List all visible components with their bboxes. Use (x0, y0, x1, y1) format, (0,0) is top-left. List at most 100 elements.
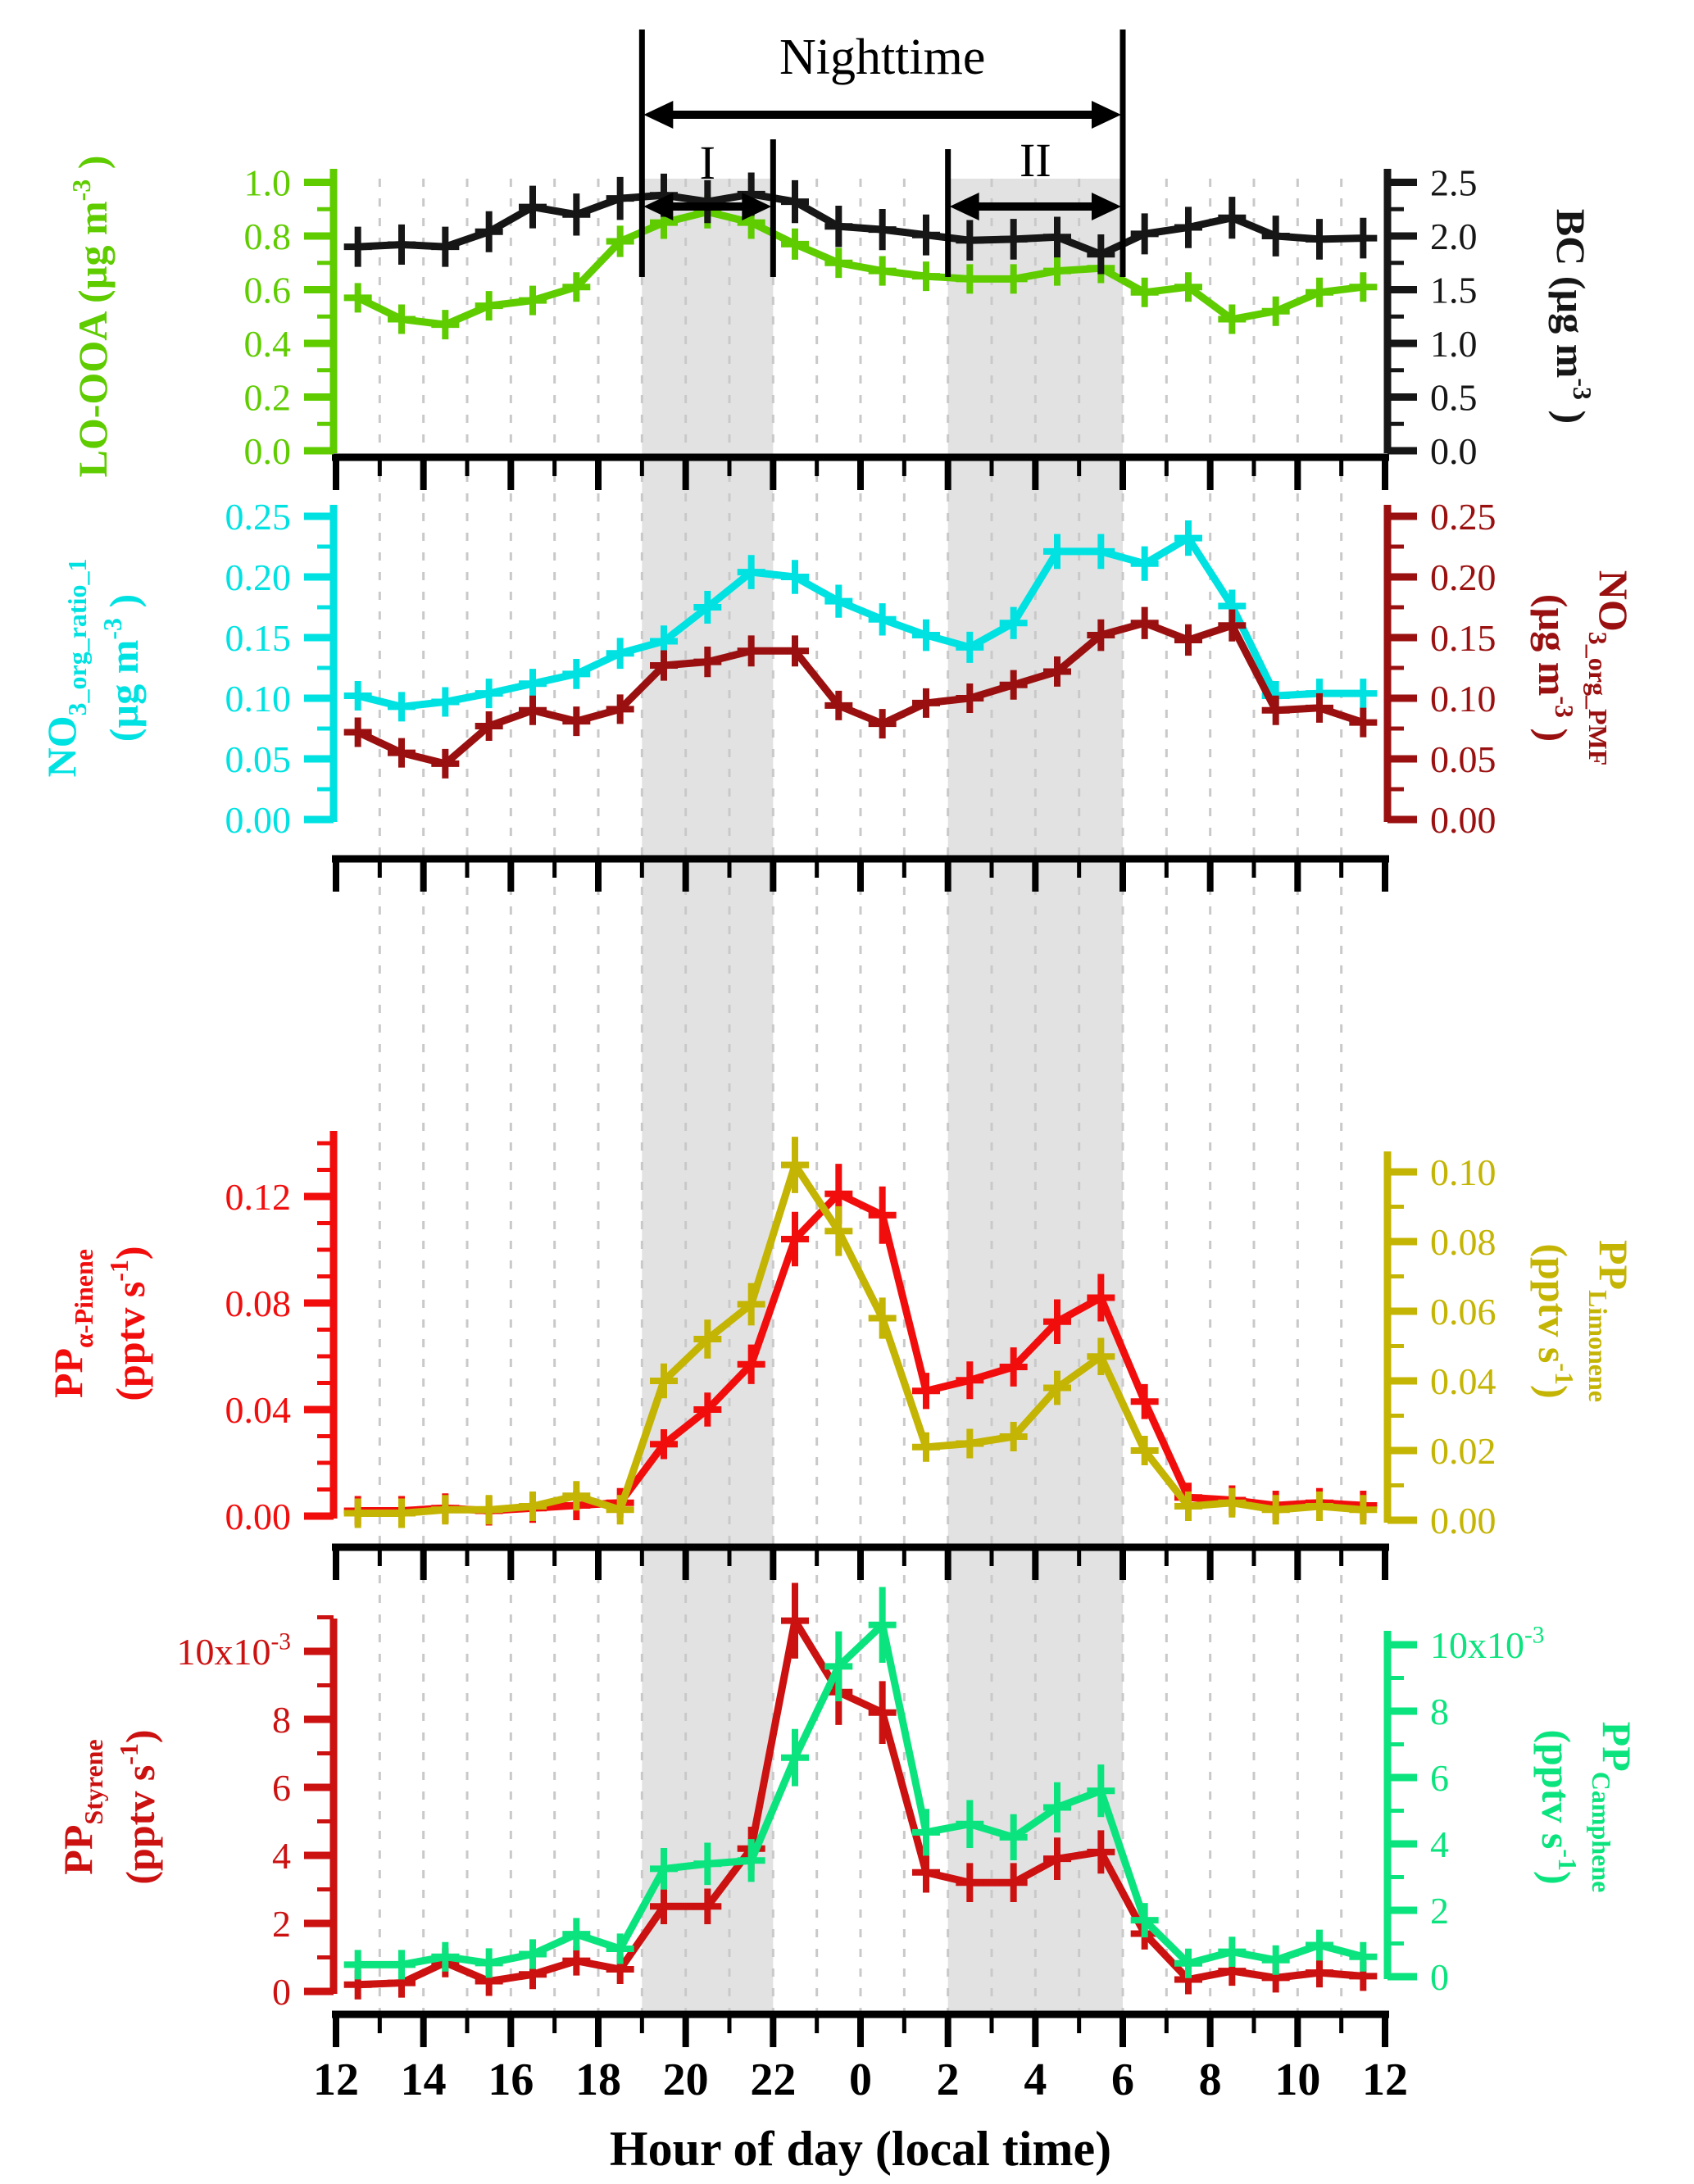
y-axis-title: (pptv s-1) (104, 1246, 153, 1401)
nighttime-label: Nighttime (779, 30, 985, 85)
x-tick-label: 2 (937, 2055, 960, 2105)
y-tick-label: 0.4 (244, 323, 292, 365)
y-tick-label: 0.00 (225, 1496, 292, 1537)
y-axis-title: (µg m-3 ) (98, 594, 147, 742)
y-tick-label: 0 (1430, 1956, 1449, 1998)
y-tick-label: 0.6 (244, 270, 292, 311)
series-line (357, 533, 1364, 711)
no3-org-pmf-series (343, 606, 1378, 779)
y-axis-title: BC (µg m-3 ) (1548, 209, 1597, 424)
y-axis-title: (pptv s-1) (114, 1729, 163, 1884)
arrow-head-right (1092, 193, 1121, 220)
y-axis-title: PPLimonene (1583, 1240, 1637, 1402)
y-tick-label: 0.20 (1430, 556, 1496, 598)
y-axis-title: LO-OOA (µg m-3 ) (66, 156, 116, 478)
left-y-axis-panel-3: 0.12 0.08 0.04 0.00 PPα-Pinene (pptv s-1) (45, 1131, 338, 1537)
y-tick-label: 0.0 (244, 430, 292, 472)
y-axis-title: PPα-Pinene (45, 1249, 98, 1398)
y-tick-label: 0.5 (1430, 377, 1478, 419)
x-tick-label: 6 (1111, 2055, 1134, 2105)
y-tick-label: 1.0 (1430, 323, 1478, 365)
y-tick-label: 6 (1430, 1757, 1449, 1799)
x-tick-label: 22 (750, 2055, 796, 2105)
right-y-axis-panel-2: 0.25 0.20 0.15 0.10 0.05 0.00 NO3_org_PMF(µg m… (1383, 496, 1637, 841)
y-tick-label: 0.05 (225, 738, 292, 780)
x-tick-label: 10 (1274, 2055, 1320, 2105)
bc-series (343, 172, 1378, 275)
y-tick-label: 0 (272, 1971, 291, 2013)
y-axis-title: (pptv s-1) (1533, 1729, 1583, 1884)
right-y-axis-panel-3: 0.10 0.08 0.06 0.04 0.02 0.00 PPLimonene(pptv … (1383, 1151, 1637, 1542)
y-axis-title: (pptv s-1) (1530, 1243, 1579, 1398)
x-axis-panel-1 (332, 453, 1389, 490)
left-y-axis-panel-4: 10x10-3 8 6 4 2 0 PPStyrene (pptv s-1) (55, 1615, 338, 2013)
x-tick-label: 0 (849, 2055, 872, 2105)
y-tick-label: 0.05 (1430, 738, 1496, 780)
pp-camphene-series (343, 1587, 1378, 1980)
x-axis-title: Hour of day (local time) (610, 2122, 1111, 2176)
y-tick-label: 0.00 (1430, 799, 1496, 841)
left-y-axis-panel-2: 0.25 0.20 0.15 0.10 0.05 0.00 NO3_org_ratio_1(… (39, 496, 338, 841)
y-axis-title: PPCamphene (1587, 1722, 1640, 1893)
y-axis-title: (µg m-3 ) (1530, 594, 1579, 742)
y-tick-label: 0.15 (225, 617, 292, 659)
x-tick-label: 18 (575, 2055, 621, 2105)
no3-org-ratio-1-series (343, 520, 1378, 722)
panel-1: 1.0 0.8 0.6 0.4 0.2 0.0 LO-OOA (µg m-3 ) 2.5 2.0… (66, 156, 1597, 490)
y-tick-label: 0.08 (1430, 1221, 1496, 1263)
y-tick-label: 10x10-3 (1430, 1623, 1545, 1666)
y-tick-label: 2 (272, 1903, 291, 1945)
x-axis-panel-2 (332, 855, 1389, 892)
x-tick-label: 16 (488, 2055, 534, 2105)
x-tick-label: 12 (1362, 2055, 1408, 2105)
y-tick-label: 4 (272, 1835, 291, 1877)
y-tick-label: 0.25 (1430, 496, 1496, 538)
y-tick-label: 10x10-3 (176, 1629, 291, 1673)
x-tick-label: 14 (401, 2055, 447, 2105)
y-axis-title: NO3_org_ratio_1 (39, 559, 92, 778)
arrow-head-right (1092, 101, 1121, 129)
region-ii-label: II (1020, 134, 1051, 187)
pp-limonene-series (343, 1137, 1378, 1528)
y-tick-label: 2.0 (1430, 216, 1478, 257)
y-tick-label: 0.04 (225, 1389, 292, 1431)
y-tick-label: 0.06 (1430, 1291, 1496, 1333)
nighttime-band-I (642, 179, 774, 2014)
y-tick-label: 8 (272, 1699, 291, 1741)
arrow-head-left (643, 193, 674, 220)
arrow-head-right (742, 193, 772, 220)
arrow-head-left (643, 101, 674, 129)
y-tick-label: 1.0 (244, 162, 292, 204)
right-y-axis-panel-1: 2.5 2.0 1.5 1.0 0.5 0.0 BC (µg m-3 ) (1383, 162, 1597, 472)
x-axis-panel-3 (332, 1543, 1389, 1580)
y-axis-title: PPStyrene (55, 1739, 108, 1874)
y-tick-label: 8 (1430, 1691, 1449, 1732)
y-tick-label: 6 (272, 1767, 291, 1809)
y-tick-label: 0.08 (225, 1283, 292, 1324)
y-axis-title: NO3_org_PMF (1583, 570, 1637, 766)
region-i-arrow (643, 193, 772, 220)
y-tick-label: 0.20 (225, 556, 292, 598)
x-tick-label: 12 (313, 2055, 359, 2105)
x-axis-panel-4 (332, 2010, 1389, 2047)
y-tick-label: 0.00 (1430, 1500, 1496, 1542)
panel-2: 0.250.200.150.100.050.00NO3_org_ratio_1(… (39, 496, 1637, 892)
y-tick-label: 1.5 (1430, 270, 1478, 311)
y-tick-label: 0.02 (1430, 1430, 1496, 1472)
y-tick-label: 0.10 (1430, 678, 1496, 720)
region-ii-arrow (949, 193, 1121, 220)
y-tick-label: 0.2 (244, 377, 292, 419)
right-y-axis-panel-4: 10x10-3 8 6 4 2 0 PPCamphene(pptv s-1) (1383, 1623, 1640, 1998)
y-tick-label: 2 (1430, 1890, 1449, 1932)
y-tick-label: 2.5 (1430, 162, 1478, 204)
y-tick-label: 0.0 (1430, 430, 1478, 472)
arrow-head-left (949, 193, 979, 220)
x-tick-label: 20 (663, 2055, 709, 2105)
left-y-axis-panel-1: 1.0 0.8 0.6 0.4 0.2 0.0 LO-OOA (µg m-3 ) (66, 156, 338, 478)
y-tick-label: 0.10 (225, 678, 292, 720)
